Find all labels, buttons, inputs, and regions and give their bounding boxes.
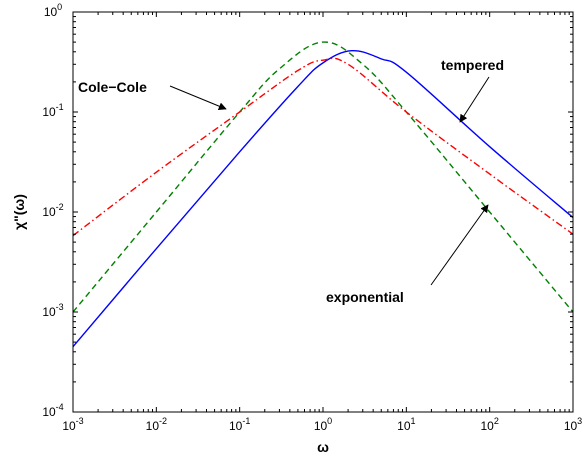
series-line-exponential xyxy=(73,41,573,313)
x-tick-label: 10-2 xyxy=(146,416,167,433)
x-tick-label: 101 xyxy=(397,416,415,433)
y-axis-label: χ"(ω) xyxy=(11,194,27,230)
ticks-layer: 10-3 10-2 10-1 100 101 102 10310-410-310-210-1… xyxy=(42,2,582,433)
y-tick-label: 10-2 xyxy=(42,202,63,219)
annotation-exponential: exponential xyxy=(326,289,404,305)
y-tick-label: 10-4 xyxy=(42,402,63,419)
annotation-arrow-exponential xyxy=(430,204,489,286)
y-tick-label: 10-3 xyxy=(42,302,63,319)
x-tick-label: 10-3 xyxy=(62,416,83,433)
annotation-arrow-cole-cole xyxy=(169,85,227,110)
x-tick-label: 100 xyxy=(314,416,332,433)
annotation-tempered: tempered xyxy=(441,57,504,73)
x-axis-label: ω xyxy=(317,439,329,455)
x-tick-label: 103 xyxy=(564,416,582,433)
y-tick-label: 100 xyxy=(44,2,62,19)
y-tick-label: 10-1 xyxy=(42,102,63,119)
annotation-cole-cole: Cole−Cole xyxy=(78,79,147,95)
series-line-tempered xyxy=(73,50,573,348)
x-tick-label: 10-1 xyxy=(229,416,250,433)
series-line-cole-cole xyxy=(73,57,573,237)
series-layer xyxy=(73,41,573,348)
annotation-arrow-tempered xyxy=(459,76,490,123)
x-tick-label: 102 xyxy=(480,416,498,433)
